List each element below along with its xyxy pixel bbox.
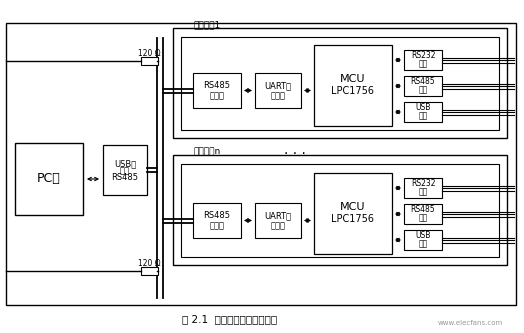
Bar <box>193 203 241 238</box>
Text: RS485: RS485 <box>203 211 231 220</box>
Text: 图 2.1  总线控制系统整体框图: 图 2.1 总线控制系统整体框图 <box>182 314 278 324</box>
Text: 收发器: 收发器 <box>210 221 224 230</box>
Bar <box>141 57 158 65</box>
Bar <box>404 178 442 198</box>
Text: . . .: . . . <box>284 143 306 157</box>
Text: PC机: PC机 <box>37 172 61 185</box>
Text: RS232: RS232 <box>411 52 435 61</box>
Bar <box>15 143 83 215</box>
Text: MCU: MCU <box>340 75 366 85</box>
Text: www.elecfans.com: www.elecfans.com <box>438 320 503 326</box>
Bar <box>181 37 499 130</box>
Text: 120 Ω: 120 Ω <box>138 49 161 58</box>
Bar <box>404 76 442 96</box>
Text: RS232: RS232 <box>411 179 435 188</box>
Text: 接口: 接口 <box>418 187 428 196</box>
Text: LPC1756: LPC1756 <box>332 87 375 97</box>
Text: 接口: 接口 <box>418 112 428 121</box>
Text: LPC1756: LPC1756 <box>332 214 375 224</box>
Text: USB: USB <box>416 104 431 113</box>
Bar <box>255 203 301 238</box>
Text: RS485: RS485 <box>411 205 435 214</box>
Text: 接口: 接口 <box>418 86 428 95</box>
Bar <box>181 164 499 257</box>
Text: UART外: UART外 <box>265 81 291 90</box>
Bar <box>404 230 442 250</box>
Bar <box>6 23 516 305</box>
Bar <box>173 155 507 265</box>
Text: USB: USB <box>416 231 431 240</box>
Text: 收发器: 收发器 <box>210 91 224 100</box>
Bar <box>404 204 442 224</box>
Text: 接口: 接口 <box>418 213 428 222</box>
Text: 总线模块n: 总线模块n <box>193 148 220 157</box>
Text: UART外: UART外 <box>265 211 291 220</box>
Bar <box>193 73 241 108</box>
Text: 120 Ω: 120 Ω <box>138 258 161 267</box>
Bar <box>314 45 392 126</box>
Bar <box>173 28 507 138</box>
Text: RS485: RS485 <box>203 81 231 90</box>
Text: 高速: 高速 <box>120 166 130 175</box>
Text: 部模块: 部模块 <box>270 221 286 230</box>
Bar <box>404 102 442 122</box>
Text: 接口: 接口 <box>418 239 428 248</box>
Text: 总线模块1: 总线模块1 <box>193 21 220 30</box>
Bar <box>404 50 442 70</box>
Text: 接口: 接口 <box>418 60 428 69</box>
Bar <box>141 267 158 275</box>
Bar <box>255 73 301 108</box>
Bar <box>103 145 147 195</box>
Text: MCU: MCU <box>340 202 366 212</box>
Text: 部模块: 部模块 <box>270 91 286 100</box>
Bar <box>314 173 392 254</box>
Text: RS485: RS485 <box>112 173 138 182</box>
Text: RS485: RS485 <box>411 78 435 87</box>
Text: USB转: USB转 <box>114 160 136 168</box>
